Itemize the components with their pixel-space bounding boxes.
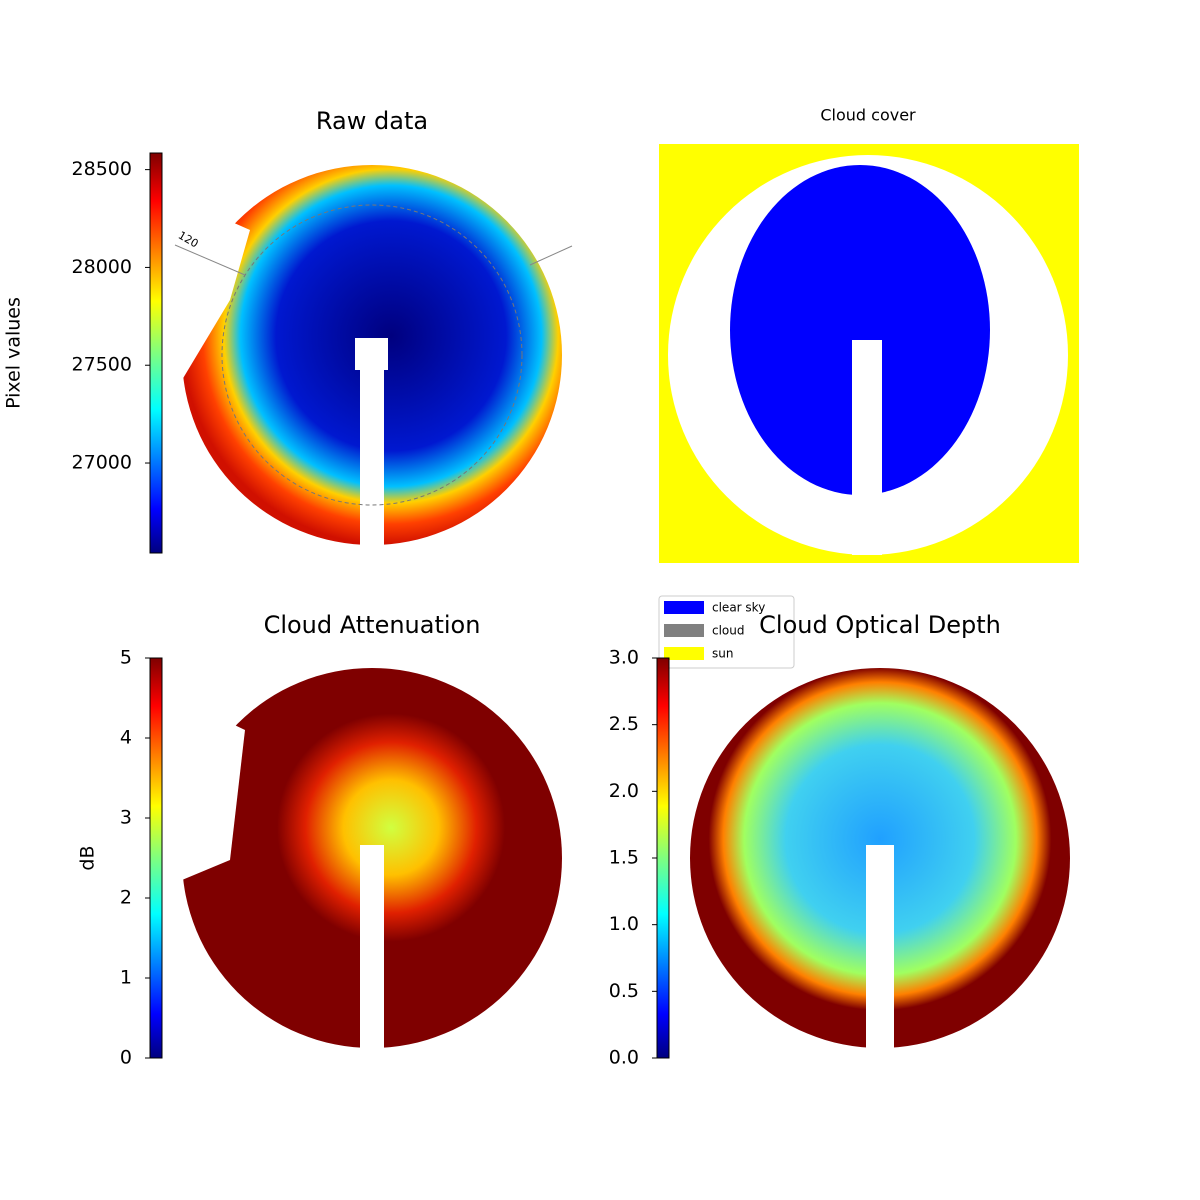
optical-depth-image [690,668,1070,1060]
colorbar-tick-label: 3.0 [609,647,639,669]
colorbar [149,657,163,1059]
colorbar-tick-label: 2.0 [609,780,639,802]
panel-title: Cloud Attenuation [264,611,481,639]
colorbar-label: dB [77,845,99,870]
colorbar-tick-label: 28000 [72,256,132,278]
colorbar-tick-label: 1.5 [609,847,639,869]
panel-title: Cloud cover [820,106,916,125]
legend-swatch [664,647,704,660]
colorbar-tick-label: 0 [120,1047,132,1069]
colorbar-tick-label: 2 [120,887,132,909]
colorbar [656,657,670,1059]
colorbar-tick-label: 1 [120,967,132,989]
colorbar-tick-label: 4 [120,727,132,749]
raw-image [174,165,573,555]
colorbar-tick-label: 1.0 [609,913,639,935]
panel-title: Raw data [316,107,428,135]
legend-swatch [664,601,704,614]
colorbar-tick-label: 28500 [72,158,132,180]
legend-swatch [664,624,704,637]
colorbar-tick-label: 2.5 [609,713,639,735]
colorbar-tick-label: 27000 [72,452,132,474]
attenuation-image [182,668,562,1060]
colorbar-tick-label: 0.5 [609,980,639,1002]
colorbar-label: Pixel values [3,297,25,409]
colorbar-tick-label: 5 [120,647,132,669]
legend-label: sun [712,647,733,661]
colorbar-tick-label: 0.0 [609,1047,639,1069]
legend-label: clear sky [712,601,765,615]
colorbar-tick-label: 3 [120,807,132,829]
legend-label: cloud [712,624,745,638]
panel-title: Cloud Optical Depth [759,611,1001,639]
cloud-cover-image [659,144,1079,563]
colorbar [149,152,163,554]
colorbar-tick-label: 27500 [72,354,132,376]
